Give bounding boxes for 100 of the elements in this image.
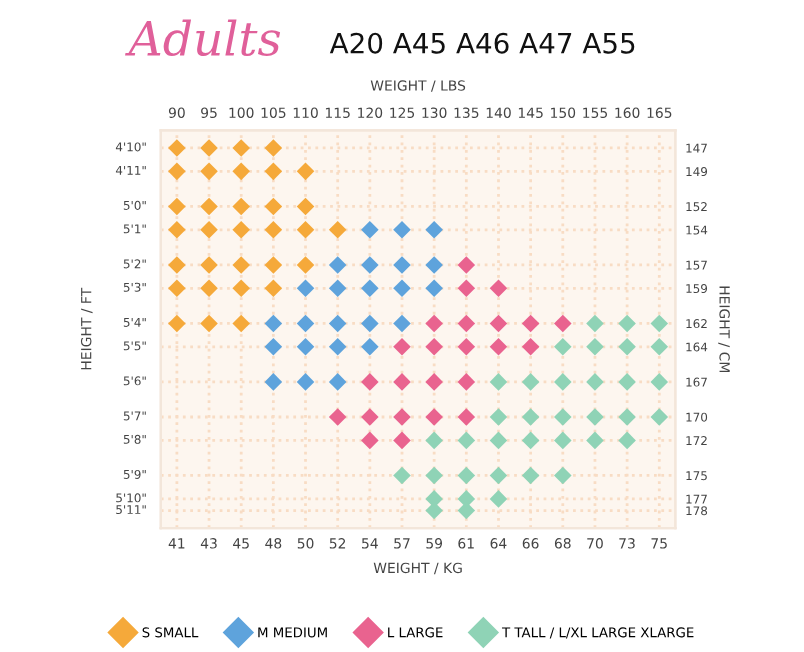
point <box>393 431 411 450</box>
point <box>554 314 572 333</box>
point <box>393 314 411 333</box>
point <box>457 431 476 450</box>
point <box>168 139 186 157</box>
point <box>296 256 315 274</box>
point <box>554 431 572 450</box>
point <box>200 139 218 157</box>
point <box>425 431 443 450</box>
point <box>296 338 315 356</box>
point <box>457 314 476 333</box>
point <box>264 197 283 216</box>
point <box>328 373 347 391</box>
point <box>200 221 218 239</box>
point <box>586 338 604 356</box>
point <box>264 256 283 274</box>
point <box>650 408 669 426</box>
point <box>296 314 315 333</box>
point <box>554 338 572 356</box>
point <box>393 373 411 391</box>
point <box>521 466 540 485</box>
point <box>489 373 508 391</box>
point <box>489 408 508 426</box>
point <box>296 373 315 391</box>
point <box>586 408 604 426</box>
point <box>554 373 572 391</box>
point <box>650 373 669 391</box>
point <box>264 314 283 333</box>
point <box>168 314 186 333</box>
point <box>264 373 283 391</box>
point <box>168 197 186 216</box>
point <box>361 221 379 239</box>
point <box>168 221 186 239</box>
point <box>328 256 347 274</box>
point <box>232 139 250 157</box>
point <box>393 408 411 426</box>
point <box>328 221 347 239</box>
point <box>168 279 186 298</box>
point <box>200 314 218 333</box>
point <box>328 408 347 426</box>
point <box>232 197 250 216</box>
point <box>618 338 636 356</box>
point <box>586 314 604 333</box>
point <box>232 314 250 333</box>
point <box>296 279 315 298</box>
point <box>328 314 347 333</box>
point <box>200 197 218 216</box>
point <box>425 279 443 298</box>
point <box>457 373 476 391</box>
point <box>521 431 540 450</box>
point <box>554 408 572 426</box>
point <box>425 221 443 239</box>
point <box>521 408 540 426</box>
point <box>168 256 186 274</box>
point <box>586 373 604 391</box>
point <box>232 279 250 298</box>
point <box>361 408 379 426</box>
point <box>457 338 476 356</box>
point <box>457 408 476 426</box>
point <box>521 338 540 356</box>
point <box>489 314 508 333</box>
point <box>425 466 443 485</box>
point <box>296 162 315 181</box>
point <box>489 466 508 485</box>
point <box>521 373 540 391</box>
point <box>264 338 283 356</box>
point <box>425 314 443 333</box>
point <box>393 279 411 298</box>
point <box>328 338 347 356</box>
point <box>168 162 186 181</box>
point <box>361 314 379 333</box>
point <box>232 221 250 239</box>
point <box>393 221 411 239</box>
point <box>361 431 379 450</box>
chart-subtitle: A20 A45 A46 A47 A55 <box>329 32 635 54</box>
point <box>650 314 669 333</box>
point <box>296 221 315 239</box>
point <box>489 431 508 450</box>
point <box>457 466 476 485</box>
point <box>232 256 250 274</box>
point <box>425 373 443 391</box>
point <box>361 373 379 391</box>
point <box>489 490 508 508</box>
point <box>521 314 540 333</box>
point <box>489 279 508 298</box>
point <box>489 338 508 356</box>
point <box>200 162 218 181</box>
point <box>618 373 636 391</box>
point <box>200 256 218 274</box>
point <box>264 162 283 181</box>
point <box>361 256 379 274</box>
point <box>425 256 443 274</box>
point <box>425 338 443 356</box>
point <box>425 408 443 426</box>
point <box>457 256 476 274</box>
point <box>232 162 250 181</box>
point <box>393 466 411 485</box>
point <box>618 408 636 426</box>
point <box>296 197 315 216</box>
point <box>618 314 636 333</box>
